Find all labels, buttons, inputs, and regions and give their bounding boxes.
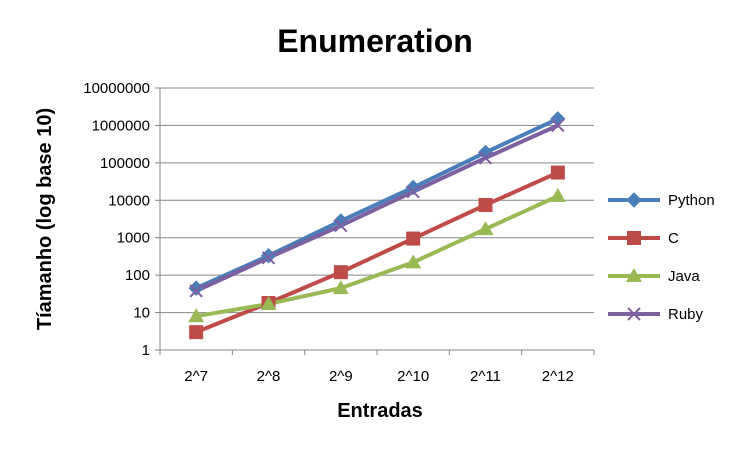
data-point-c xyxy=(550,165,565,180)
x-tick-label: 2^12 xyxy=(542,368,574,385)
legend-item-java: Java xyxy=(608,268,700,285)
data-point-python xyxy=(188,280,204,296)
data-point-java xyxy=(477,221,494,236)
x-tick-label: 2^7 xyxy=(184,368,208,385)
data-point-python xyxy=(405,179,421,196)
series-line-python xyxy=(195,117,559,290)
data-point-ruby xyxy=(406,184,420,199)
legend-marker-c xyxy=(627,231,641,245)
y-tick-label: 1000 xyxy=(117,230,150,247)
data-point-c xyxy=(189,325,204,340)
data-point-java xyxy=(188,308,205,323)
data-point-ruby xyxy=(261,251,276,265)
y-axis-label: Tíamanho (log base 10) xyxy=(34,108,56,330)
x-tick-label: 2^8 xyxy=(257,368,281,385)
data-point-java xyxy=(549,188,566,203)
y-tick-label: 100000 xyxy=(100,155,150,172)
x-tick-label: 2^9 xyxy=(329,368,353,385)
data-point-ruby xyxy=(551,118,565,133)
x-axis-label: Entradas xyxy=(337,400,423,422)
legend-label-ruby: Ruby xyxy=(668,306,704,323)
x-tick-label: 2^11 xyxy=(470,368,501,385)
y-tick-label: 10 xyxy=(133,305,150,322)
data-point-java xyxy=(260,295,277,310)
legend: Python C Java Ruby xyxy=(608,192,715,323)
data-point-ruby xyxy=(189,284,203,298)
data-point-python xyxy=(550,111,566,127)
data-point-c xyxy=(333,265,348,280)
x-tick-label: 2^10 xyxy=(397,368,429,385)
y-tick-label: 10000 xyxy=(108,192,150,209)
data-point-c xyxy=(478,197,493,212)
y-axis-ticks: 1 10 100 1000 10000 100000 1000000 10000000 xyxy=(83,80,160,359)
data-point-ruby xyxy=(334,218,348,233)
data-point-java xyxy=(332,280,349,295)
legend-label-c: C xyxy=(668,230,679,247)
legend-marker-python xyxy=(626,192,642,208)
data-point-c xyxy=(406,231,421,246)
chart-title: Enumeration xyxy=(277,23,473,59)
legend-label-python: Python xyxy=(668,192,715,209)
series-markers xyxy=(188,111,566,340)
legend-item-c: C xyxy=(608,230,679,247)
x-axis-ticks: 2^7 2^8 2^9 2^10 2^11 2^12 xyxy=(159,350,595,385)
y-tick-label: 1000000 xyxy=(92,117,150,134)
legend-label-java: Java xyxy=(668,268,700,285)
y-tick-label: 10000000 xyxy=(83,80,150,97)
legend-item-python: Python xyxy=(608,192,715,209)
y-tick-label: 1 xyxy=(142,342,150,359)
y-tick-label: 100 xyxy=(125,267,150,284)
legend-marker-ruby xyxy=(627,307,641,321)
data-point-python xyxy=(477,144,494,161)
data-point-ruby xyxy=(478,151,493,165)
series-line-java xyxy=(195,194,559,319)
series-line-ruby xyxy=(195,123,559,293)
series-lines xyxy=(195,117,559,334)
legend-marker-java xyxy=(626,268,642,282)
legend-item-ruby: Ruby xyxy=(608,306,704,323)
data-point-python xyxy=(333,213,349,229)
data-point-java xyxy=(405,254,422,269)
